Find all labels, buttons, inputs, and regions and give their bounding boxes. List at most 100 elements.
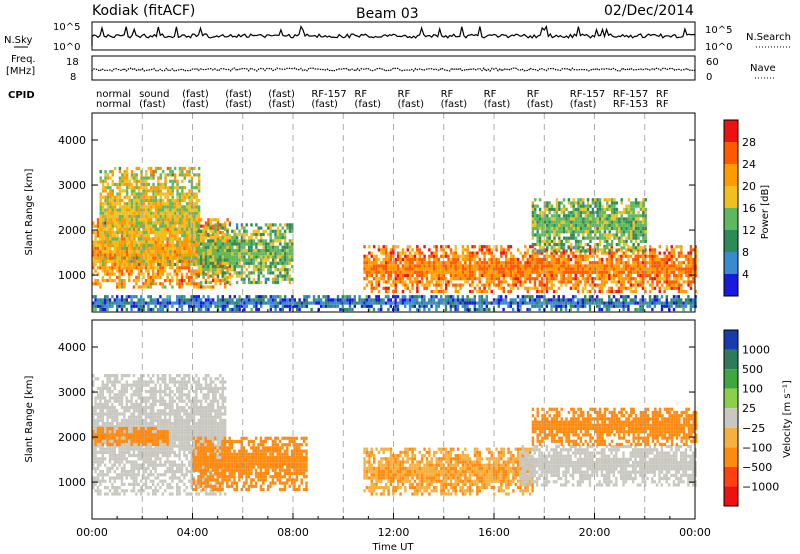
range-cell [133,262,136,267]
range-cell [586,242,590,247]
range-cell [118,240,121,244]
range-cell [116,221,119,225]
range-cell [118,214,122,219]
range-cell [536,286,539,290]
range-cell [634,230,638,234]
range-cell [192,301,196,305]
range-cell [255,268,258,272]
range-cell [101,298,104,302]
range-cell [185,237,189,241]
range-cell [598,257,601,262]
range-cell [171,214,174,219]
range-cell [368,273,371,278]
range-cell [605,261,609,265]
range-cell [622,246,626,250]
range-cell [255,236,258,240]
range-cell [99,262,102,267]
range-cell [197,224,201,228]
range-cell [269,242,272,246]
range-cell [195,230,198,235]
range-cell [288,301,292,305]
range-cell [269,236,272,240]
range-cell [197,272,200,276]
range-cell [113,218,117,222]
range-cell [490,251,493,255]
range-cell [488,248,491,252]
range-cell [240,255,244,259]
range-cell [399,273,402,278]
range-cell [572,277,575,281]
range-cell [483,257,486,262]
range-cell [384,270,388,274]
range-cell [195,275,198,279]
range-cell [193,250,196,254]
range-cell [101,304,104,308]
range-cell [677,264,681,268]
range-cell [557,261,561,265]
range-cell [247,261,251,265]
range-cell [456,267,460,271]
range-cell [565,230,568,234]
range-cell [176,198,179,203]
range-cell [548,230,551,234]
range-cell [627,217,631,221]
range-cell [389,273,393,278]
range-cell [478,248,481,252]
range-cell [570,226,573,231]
range-cell [589,226,592,231]
range-cell [392,264,395,268]
range-cell [259,236,263,240]
range-cell [120,301,124,305]
range-cell [692,270,695,274]
range-cell [399,254,402,258]
range-cell [324,295,328,299]
range-cell [219,248,222,253]
range-cell [430,267,433,271]
range-cell [377,270,381,274]
range-cell [394,245,397,249]
range-cell [185,262,189,267]
range-cell [188,179,191,183]
range-cell [608,204,611,208]
range-cell [548,239,551,243]
range-cell [603,249,607,253]
range-cell [152,230,155,235]
range-cell [178,214,182,219]
range-cell [625,230,628,234]
range-cell [399,280,402,284]
range-cell [255,301,258,305]
range-cell [190,186,194,190]
range-cell [212,278,215,283]
range-cell [490,264,493,268]
range-cell [689,270,693,274]
range-cell [600,280,604,284]
range-cell [618,242,621,247]
range-cell [283,261,287,265]
range-cell [104,304,107,308]
range-cell [269,248,272,253]
range-cell [279,236,282,240]
range-cell [147,278,150,283]
range-cell [610,210,614,215]
range-cell [137,298,140,302]
range-cell [536,261,539,265]
range-cell [570,236,573,240]
range-cell [159,253,162,257]
range-cell [668,273,671,278]
range-cell [598,223,602,227]
range-cell [164,214,167,219]
range-cell [432,257,436,262]
range-cell [546,223,549,227]
range-cell [137,166,141,171]
range-cell [157,214,160,219]
range-cell [689,261,693,265]
range-cell [204,272,208,276]
range-cell [425,283,429,287]
range-cell [466,254,469,258]
range-cell [471,283,474,287]
range-cell [582,210,585,215]
range-cell [630,204,633,208]
range-cell [598,283,601,287]
range-cell [257,301,260,305]
range-cell [687,273,690,278]
